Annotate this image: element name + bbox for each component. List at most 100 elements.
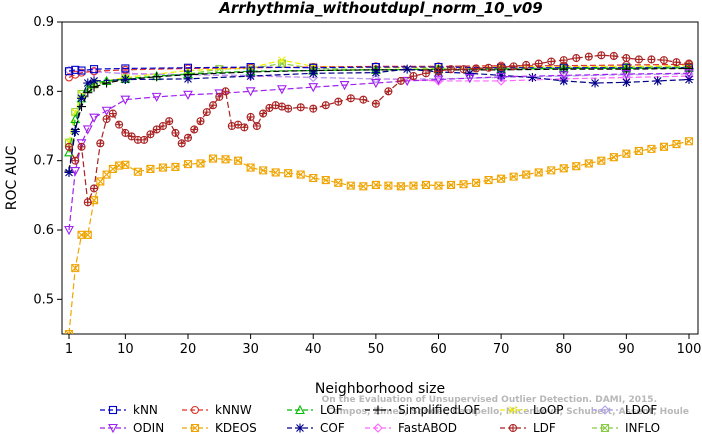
data-point-knn xyxy=(64,67,74,76)
data-point-ldf xyxy=(177,139,186,148)
data-point-kdeos xyxy=(359,182,368,191)
legend-marker-ldof xyxy=(600,405,610,415)
data-point-odin xyxy=(370,78,381,89)
x-tick-label: 70 xyxy=(493,342,510,357)
data-point-kdeos xyxy=(409,181,418,190)
data-point-ldf xyxy=(459,65,468,74)
data-point-ldf xyxy=(659,56,669,65)
data-point-ldf xyxy=(396,76,405,85)
data-point-odin xyxy=(151,92,162,103)
data-point-loop xyxy=(278,56,286,65)
data-point-kdeos xyxy=(684,137,694,146)
legend-item-inflo: INFLO xyxy=(592,421,660,434)
x-axis-label: Neighborhood size xyxy=(315,381,445,397)
data-point-kdeos xyxy=(509,172,518,181)
data-point-kdeos xyxy=(121,160,130,169)
data-point-ldf xyxy=(384,87,393,96)
data-point-cof xyxy=(371,68,381,78)
data-point-kdeos xyxy=(221,155,230,164)
data-point-knn xyxy=(77,66,86,75)
data-point-ldf xyxy=(572,54,581,63)
data-point-ldf xyxy=(77,142,86,151)
legend-item-ldof: LDOF xyxy=(592,403,657,417)
data-point-kdeos xyxy=(371,180,380,189)
data-point-ldf xyxy=(359,95,368,104)
data-point-ldf xyxy=(196,117,205,126)
y-axis-label: ROC AUC xyxy=(4,145,20,210)
data-point-ldf xyxy=(597,51,606,60)
data-point-ldf xyxy=(684,59,694,68)
data-point-kdeos xyxy=(71,264,80,273)
data-point-kdeos xyxy=(547,166,556,175)
data-point-simplifiedlof xyxy=(77,102,87,112)
watermark-citation: On the Evaluation of Unsupervised Outlie… xyxy=(322,395,657,405)
series-line-knn xyxy=(68,66,689,72)
y-tick-label: 0.9 xyxy=(33,15,54,30)
data-point-ldf xyxy=(296,103,305,112)
x-tick-label: 100 xyxy=(677,342,702,357)
x-tick-label: 10 xyxy=(117,342,134,357)
y-tick-label: 0.8 xyxy=(33,84,54,99)
legend-label-kdeos: KDEOS xyxy=(215,421,257,434)
y-tick-label: 0.5 xyxy=(33,292,54,307)
data-point-ldf xyxy=(240,123,249,132)
data-point-cof xyxy=(653,76,663,86)
data-point-ldf xyxy=(208,101,218,110)
legend-label-inflo: INFLO xyxy=(625,421,660,434)
data-point-kdeos xyxy=(284,169,293,178)
data-point-ldf xyxy=(672,58,681,67)
data-point-ldf xyxy=(421,69,431,78)
data-point-odin xyxy=(101,106,112,116)
series-line-ldof xyxy=(68,69,690,80)
data-point-odin xyxy=(82,125,93,135)
data-point-kdeos xyxy=(96,177,105,186)
data-point-kdeos xyxy=(622,149,631,158)
data-point-knn xyxy=(121,64,130,73)
data-point-ldf xyxy=(102,115,111,124)
data-point-ldf xyxy=(634,55,643,64)
data-point-ldf xyxy=(497,63,506,72)
data-point-kdeos xyxy=(346,181,355,190)
data-point-kdeos xyxy=(396,182,405,191)
data-point-knn xyxy=(71,65,80,74)
data-point-odin xyxy=(558,71,569,81)
data-point-kdeos xyxy=(522,170,531,179)
data-point-kdeos xyxy=(171,162,180,171)
data-point-ldf xyxy=(215,92,224,101)
data-point-kdeos xyxy=(309,173,318,183)
data-point-kdeos xyxy=(609,153,618,162)
data-point-ldf xyxy=(559,56,568,65)
legend-marker-knn xyxy=(108,405,118,415)
legend-item-loop: LoOP xyxy=(500,403,564,417)
data-point-knn xyxy=(90,65,99,74)
data-point-kdeos xyxy=(196,159,205,168)
data-point-kdeos xyxy=(497,174,506,183)
data-point-cof xyxy=(590,78,600,88)
data-point-odin xyxy=(120,95,131,105)
data-point-fastabod xyxy=(496,76,506,86)
data-point-ldf xyxy=(158,121,167,131)
data-point-ldof xyxy=(371,74,381,84)
data-point-ldf xyxy=(115,120,124,129)
data-point-cof xyxy=(77,93,87,103)
legend-label-ldof: LDOF xyxy=(625,403,657,417)
data-point-kdeos xyxy=(559,164,568,173)
data-point-kdeos xyxy=(334,178,343,187)
legend-label-loop: LoOP xyxy=(533,403,564,417)
data-point-simplifiedlof xyxy=(621,64,631,74)
x-tick-label: 80 xyxy=(555,342,572,357)
x-tick-label: 20 xyxy=(180,342,197,357)
data-point-kdeos xyxy=(647,144,656,153)
data-point-kdeos xyxy=(446,180,456,189)
data-point-odin xyxy=(339,81,350,91)
legend-marker-odin xyxy=(108,423,118,434)
legend-label-fastabod: FastABOD xyxy=(398,421,457,434)
data-point-ldf xyxy=(246,112,255,122)
data-point-ldf xyxy=(121,128,130,137)
legend-item-knnw: kNNW xyxy=(182,403,252,417)
data-point-kdeos xyxy=(234,156,243,165)
legend-marker-lof xyxy=(295,404,305,415)
data-point-ldf xyxy=(252,121,261,131)
legend-marker-cof xyxy=(295,423,305,433)
data-point-kdeos xyxy=(259,166,268,175)
